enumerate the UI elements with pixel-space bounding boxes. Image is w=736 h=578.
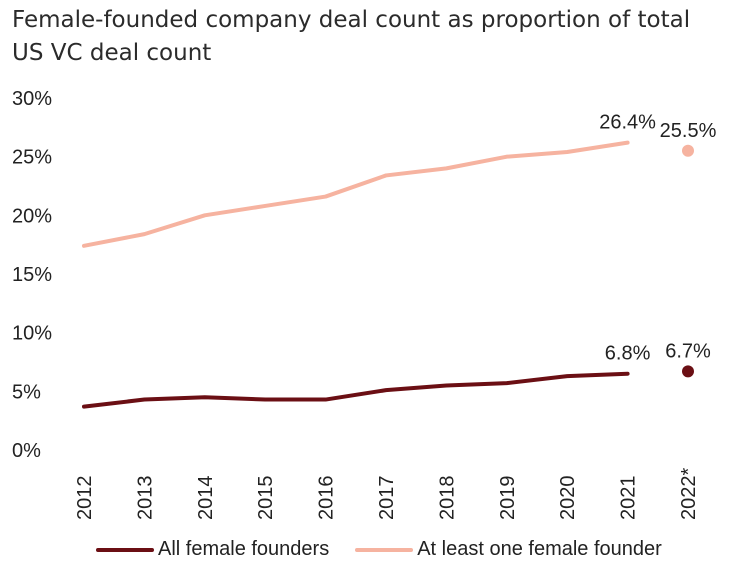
series-group — [82, 140, 694, 409]
legend-label-all-female: All female founders — [158, 538, 330, 560]
series-line-all_female — [82, 371, 630, 409]
x-tick-label: 2022* — [678, 468, 700, 520]
data-label: 6.7% — [665, 340, 711, 362]
x-tick-label: 2012 — [74, 476, 96, 521]
y-tick-label: 0% — [12, 440, 41, 462]
legend-item-at-least-one: At least one female founder — [355, 538, 662, 561]
series-line-at_least_one — [82, 140, 630, 248]
chart-title: Female-founded company deal count as pro… — [12, 7, 691, 66]
x-tick-label: 2014 — [195, 476, 217, 521]
legend-swatch-all-female — [96, 547, 154, 552]
legend: All female founders At least one female … — [96, 538, 688, 561]
x-tick-label: 2018 — [436, 476, 458, 521]
legend-item-all-female-founders: All female founders — [96, 538, 329, 561]
x-tick-label: 2015 — [255, 476, 277, 521]
legend-label-at-least-one: At least one female founder — [417, 538, 662, 560]
y-tick-label: 30% — [12, 88, 52, 110]
y-tick-label: 15% — [12, 264, 52, 286]
legend-swatch-at-least-one — [355, 547, 414, 552]
x-axis-ticks: 2012 2013 2014 2015 2016 2017 2018 2019 2020 2021… — [74, 468, 700, 520]
x-tick-label: 2013 — [134, 476, 156, 521]
data-label: 6.8% — [605, 343, 651, 365]
y-tick-label: 20% — [12, 205, 52, 227]
y-tick-label: 25% — [12, 147, 52, 169]
x-tick-label: 2017 — [376, 476, 398, 521]
x-tick-label: 2021 — [618, 476, 640, 521]
data-labels: 6.8% 6.7% 26.4% 25.5% — [599, 112, 716, 365]
x-tick-label: 2020 — [557, 476, 579, 521]
data-label: 25.5% — [660, 120, 717, 142]
x-tick-label: 2019 — [497, 476, 519, 521]
x-tick-label: 2016 — [316, 476, 338, 521]
y-tick-label: 5% — [12, 381, 41, 403]
y-axis-ticks: 0% 5% 10% 15% 20% 25% 30% — [12, 88, 52, 462]
series-point-all_female — [682, 365, 694, 378]
series-point-at_least_one — [682, 144, 694, 157]
y-tick-label: 10% — [12, 323, 52, 345]
data-label: 26.4% — [599, 112, 656, 134]
